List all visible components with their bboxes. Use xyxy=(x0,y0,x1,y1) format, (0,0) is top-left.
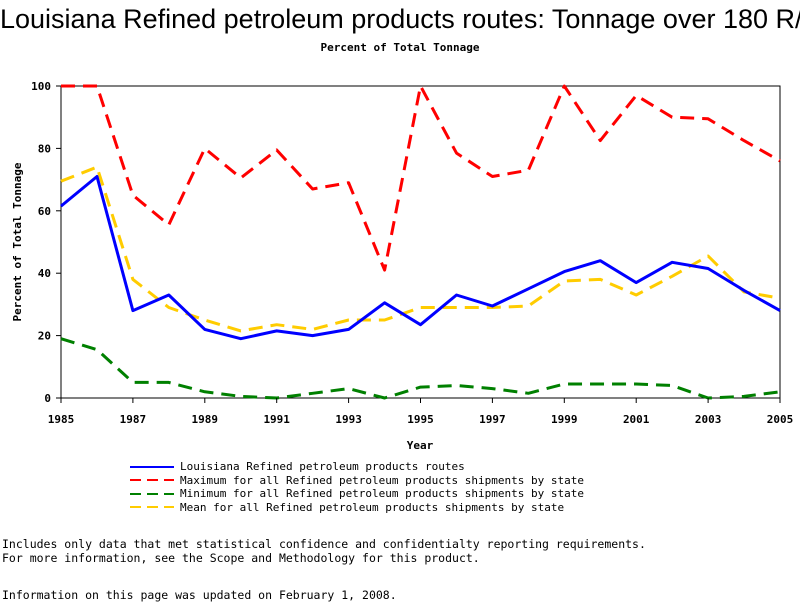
series-line xyxy=(60,337,781,400)
chart-subtitle: Percent of Total Tonnage xyxy=(320,41,480,54)
x-tick-label: 1995 xyxy=(407,413,434,426)
line-chart: 1985 1987 1989 1991 1993 1995 1997 1999 2001 2003… xyxy=(11,80,794,452)
legend-label: Louisiana Refined petroleum products rou… xyxy=(180,460,465,474)
footnote-line: Includes only data that met statistical … xyxy=(2,537,646,551)
y-tick-label: 80 xyxy=(38,142,51,155)
legend: Louisiana Refined petroleum products rou… xyxy=(130,460,584,514)
footnotes: Includes only data that met statistical … xyxy=(2,537,646,565)
series-line xyxy=(60,175,781,341)
x-tick-label: 1991 xyxy=(263,413,290,426)
legend-item: Minimum for all Refined petroleum produc… xyxy=(130,487,584,501)
series-line xyxy=(61,84,781,272)
y-tick-label: 0 xyxy=(44,392,51,405)
y-axis-label: Percent of Total Tonnage xyxy=(11,162,24,321)
legend-label: Minimum for all Refined petroleum produc… xyxy=(180,487,584,501)
x-tick-label: 2005 xyxy=(767,413,794,426)
x-tick-label: 2001 xyxy=(623,413,650,426)
legend-item: Louisiana Refined petroleum products rou… xyxy=(130,460,584,474)
series-line xyxy=(60,165,781,333)
legend-item: Maximum for all Refined petroleum produc… xyxy=(130,474,584,488)
y-tick-label: 20 xyxy=(38,330,51,343)
legend-label: Mean for all Refined petroleum products … xyxy=(180,500,565,514)
x-tick-label: 1989 xyxy=(192,413,219,426)
legend-label: Maximum for all Refined petroleum produc… xyxy=(180,473,584,487)
chart-title: Louisiana Refined petroleum products rou… xyxy=(0,4,800,34)
x-tick-label: 1993 xyxy=(335,413,362,426)
plot-frame xyxy=(60,85,781,399)
x-tick-label: 2003 xyxy=(695,413,722,426)
footnote-line: For more information, see the Scope and … xyxy=(2,551,480,565)
x-axis-label: Year xyxy=(407,439,434,452)
y-tick-label: 40 xyxy=(38,267,51,280)
updated-note: Information on this page was updated on … xyxy=(2,588,397,602)
y-tick-label: 60 xyxy=(38,205,51,218)
legend-item: Mean for all Refined petroleum products … xyxy=(130,501,584,515)
y-tick-label: 100 xyxy=(31,80,51,93)
x-tick-label: 1985 xyxy=(48,413,75,426)
x-tick-label: 1997 xyxy=(479,413,506,426)
x-tick-label: 1999 xyxy=(551,413,578,426)
x-tick-label: 1987 xyxy=(120,413,147,426)
